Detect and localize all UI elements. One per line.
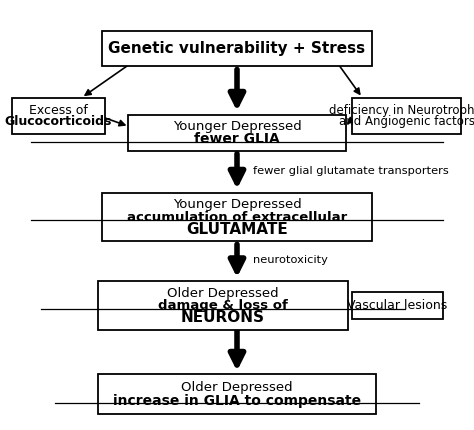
Text: Glucocorticoids: Glucocorticoids — [4, 115, 112, 129]
Bar — [98, 374, 376, 414]
Text: Vascular lesions: Vascular lesions — [347, 299, 447, 312]
Text: Younger Depressed: Younger Depressed — [173, 199, 301, 212]
Text: deficiency in Neurotrophic: deficiency in Neurotrophic — [329, 104, 474, 117]
Text: accumulation of extracellular: accumulation of extracellular — [127, 211, 347, 224]
Bar — [102, 193, 372, 241]
Bar — [102, 31, 372, 67]
Bar — [98, 281, 348, 330]
Bar — [128, 115, 346, 151]
Bar — [12, 98, 105, 134]
Bar — [352, 98, 461, 134]
Text: Genetic vulnerability + Stress: Genetic vulnerability + Stress — [109, 41, 365, 56]
Text: increase in GLIA to compensate: increase in GLIA to compensate — [113, 394, 361, 408]
Text: Older Depressed: Older Depressed — [181, 381, 293, 394]
Bar — [352, 292, 443, 319]
Text: Excess of: Excess of — [29, 104, 88, 117]
Text: damage & loss of: damage & loss of — [158, 299, 288, 312]
Text: fewer glial glutamate transporters: fewer glial glutamate transporters — [253, 166, 449, 176]
Text: GLUTAMATE: GLUTAMATE — [186, 222, 288, 237]
Text: and Angiogenic factors: and Angiogenic factors — [338, 115, 474, 129]
Text: NEURONS: NEURONS — [181, 310, 265, 325]
Text: neurotoxicity: neurotoxicity — [253, 255, 328, 265]
Text: Younger Depressed: Younger Depressed — [173, 120, 301, 133]
Text: Older Depressed: Older Depressed — [167, 287, 279, 300]
Text: fewer GLIA: fewer GLIA — [194, 132, 280, 146]
